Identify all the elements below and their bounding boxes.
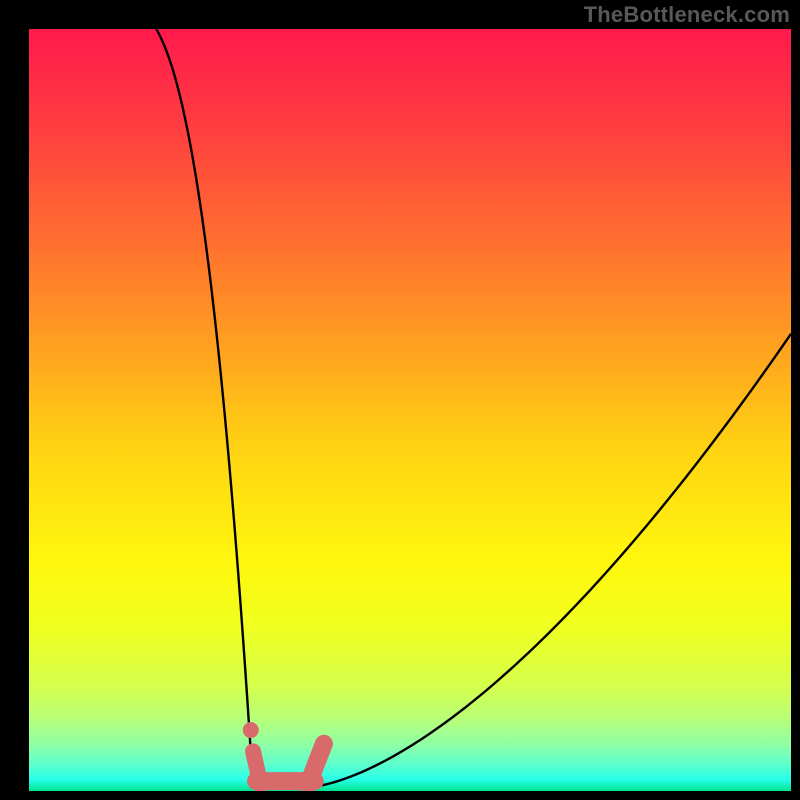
bottleneck-curve-chart [29,29,791,791]
chart-frame: TheBottleneck.com [0,0,800,800]
watermark-text: TheBottleneck.com [584,2,790,28]
